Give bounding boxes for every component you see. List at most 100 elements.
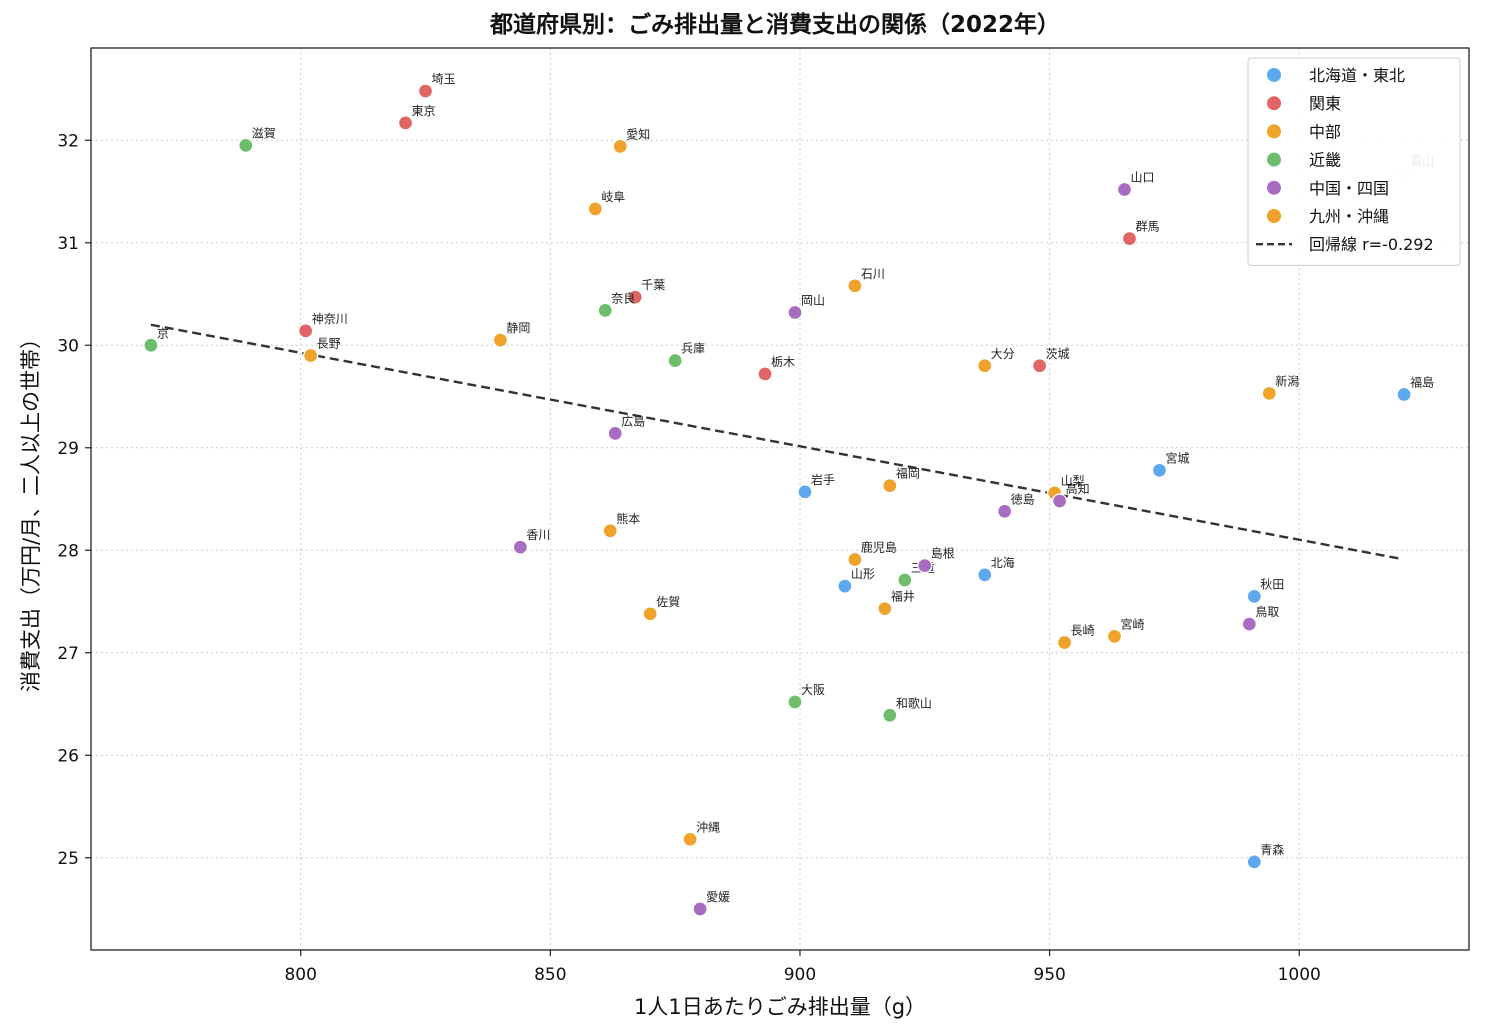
data-point — [587, 201, 603, 217]
data-point — [597, 302, 613, 319]
point-label: 岩手 — [811, 472, 835, 487]
point-label: 福岡 — [896, 466, 920, 481]
data-point — [1151, 462, 1168, 478]
y-tick-label: 30 — [57, 336, 79, 356]
point-label: 長崎 — [1071, 624, 1095, 638]
data-point — [1396, 386, 1412, 403]
ticks: 800 850 900 950 1000 25 26 27 28 29 30 31 32 — [57, 131, 1321, 985]
legend-box — [1247, 57, 1461, 266]
x-tick-label: 950 — [1033, 965, 1065, 985]
data-point — [1116, 181, 1133, 198]
regression-layer — [150, 323, 1400, 560]
legend-entry: 中国・四国 — [1309, 179, 1389, 198]
plot-frame — [90, 47, 1470, 951]
data-point — [757, 366, 773, 382]
y-tick-label: 28 — [57, 541, 79, 561]
data-point — [1246, 588, 1262, 605]
point-label: 千葉 — [641, 278, 665, 292]
point-label: 熊本 — [616, 511, 640, 526]
point-label: 京 — [157, 326, 169, 340]
x-tick-label: 900 — [784, 965, 816, 985]
point-label: 愛媛 — [706, 890, 730, 904]
data-point — [492, 332, 509, 348]
point-label: 鹿児島 — [861, 539, 897, 554]
legend-marker — [1267, 180, 1281, 195]
data-point — [1241, 616, 1257, 632]
legend-entry: 北海道・東北 — [1309, 66, 1405, 85]
point-label: 大阪 — [801, 683, 825, 697]
point-label: 高知 — [1066, 481, 1090, 496]
point-label: 福井 — [891, 589, 915, 604]
data-point — [1031, 358, 1048, 374]
point-label: 北海 — [991, 555, 1015, 570]
data-point — [847, 278, 863, 294]
point-label: 東京 — [412, 104, 436, 118]
point-label: 広島 — [621, 413, 645, 428]
point-label: 岐阜 — [601, 190, 625, 204]
data-point — [837, 578, 853, 594]
data-point — [1056, 634, 1073, 651]
grid — [91, 48, 1469, 950]
legend-entry: 中部 — [1309, 122, 1341, 141]
point-label: 鳥取 — [1255, 604, 1279, 619]
data-point — [692, 901, 708, 917]
data-point — [877, 601, 893, 617]
point-label: 群馬 — [1135, 220, 1159, 234]
data-point — [797, 484, 813, 500]
point-label: 山口 — [1131, 170, 1155, 184]
chart-title: 都道府県別：ごみ排出量と消費支出の関係（2022年） — [489, 11, 1060, 38]
x-tick-label: 800 — [284, 965, 316, 985]
data-point — [787, 694, 803, 710]
data-point — [1121, 230, 1138, 247]
point-label: 奈良 — [611, 290, 635, 305]
point-label: 新潟 — [1275, 373, 1299, 388]
data-point — [897, 572, 913, 588]
point-label: 山梨 — [1061, 474, 1085, 488]
data-point — [602, 523, 618, 539]
point-label: 佐賀 — [656, 595, 680, 609]
data-point — [627, 289, 643, 305]
data-point — [997, 503, 1013, 519]
data-point — [882, 478, 898, 494]
y-tick-label: 32 — [57, 131, 79, 151]
legend-marker — [1267, 152, 1281, 167]
data-point — [1051, 493, 1068, 509]
x-axis-label: 1人1日あたりごみ排出量（g） — [634, 995, 926, 1019]
regression-line — [150, 323, 1400, 560]
point-label: 山形 — [851, 567, 875, 581]
legend-marker — [1267, 68, 1281, 82]
point-label: 島根 — [931, 546, 955, 561]
data-point — [667, 352, 683, 369]
point-label: 神奈川 — [312, 312, 348, 326]
legend-entry: 関東 — [1309, 94, 1341, 113]
data-point — [417, 83, 434, 99]
data-point — [787, 304, 803, 321]
data-point — [882, 707, 898, 723]
data-point — [298, 323, 314, 339]
point-label: 香川 — [526, 528, 550, 542]
point-label: 和歌山 — [896, 695, 932, 710]
y-tick-label: 26 — [57, 746, 79, 766]
data-point — [238, 137, 254, 154]
point-label: 福島 — [1410, 374, 1434, 389]
point-label: 秋田 — [1260, 577, 1284, 591]
data-point — [1246, 854, 1262, 870]
y-axis-label: 消費支出（万円/月、二人以上の世帯） — [19, 328, 43, 692]
data-point — [143, 337, 159, 353]
data-point — [612, 138, 628, 155]
legend-entry-regression: 回帰線 r=-0.292 — [1309, 235, 1434, 254]
point-label: 茨城 — [1046, 347, 1070, 361]
y-tick-label: 31 — [57, 234, 79, 254]
data-point — [977, 358, 993, 374]
legend-marker — [1267, 96, 1281, 111]
data-point — [682, 831, 698, 847]
point-label: 栃木 — [771, 355, 795, 369]
data-point — [1106, 628, 1123, 644]
point-label: 沖縄 — [696, 819, 720, 834]
point-label: 宮崎 — [1121, 616, 1145, 631]
legend-entry: 九州・沖縄 — [1309, 207, 1389, 226]
x-tick-label: 850 — [534, 965, 566, 985]
data-point — [303, 347, 319, 364]
